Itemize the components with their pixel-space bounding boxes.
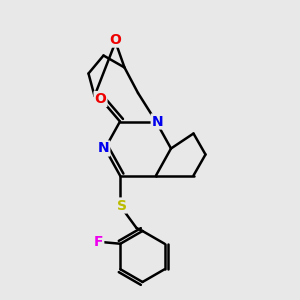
- Text: N: N: [98, 142, 109, 155]
- Text: F: F: [94, 235, 103, 249]
- Text: N: N: [152, 115, 163, 128]
- Text: O: O: [94, 92, 106, 106]
- Text: S: S: [116, 199, 127, 212]
- Text: O: O: [110, 33, 122, 46]
